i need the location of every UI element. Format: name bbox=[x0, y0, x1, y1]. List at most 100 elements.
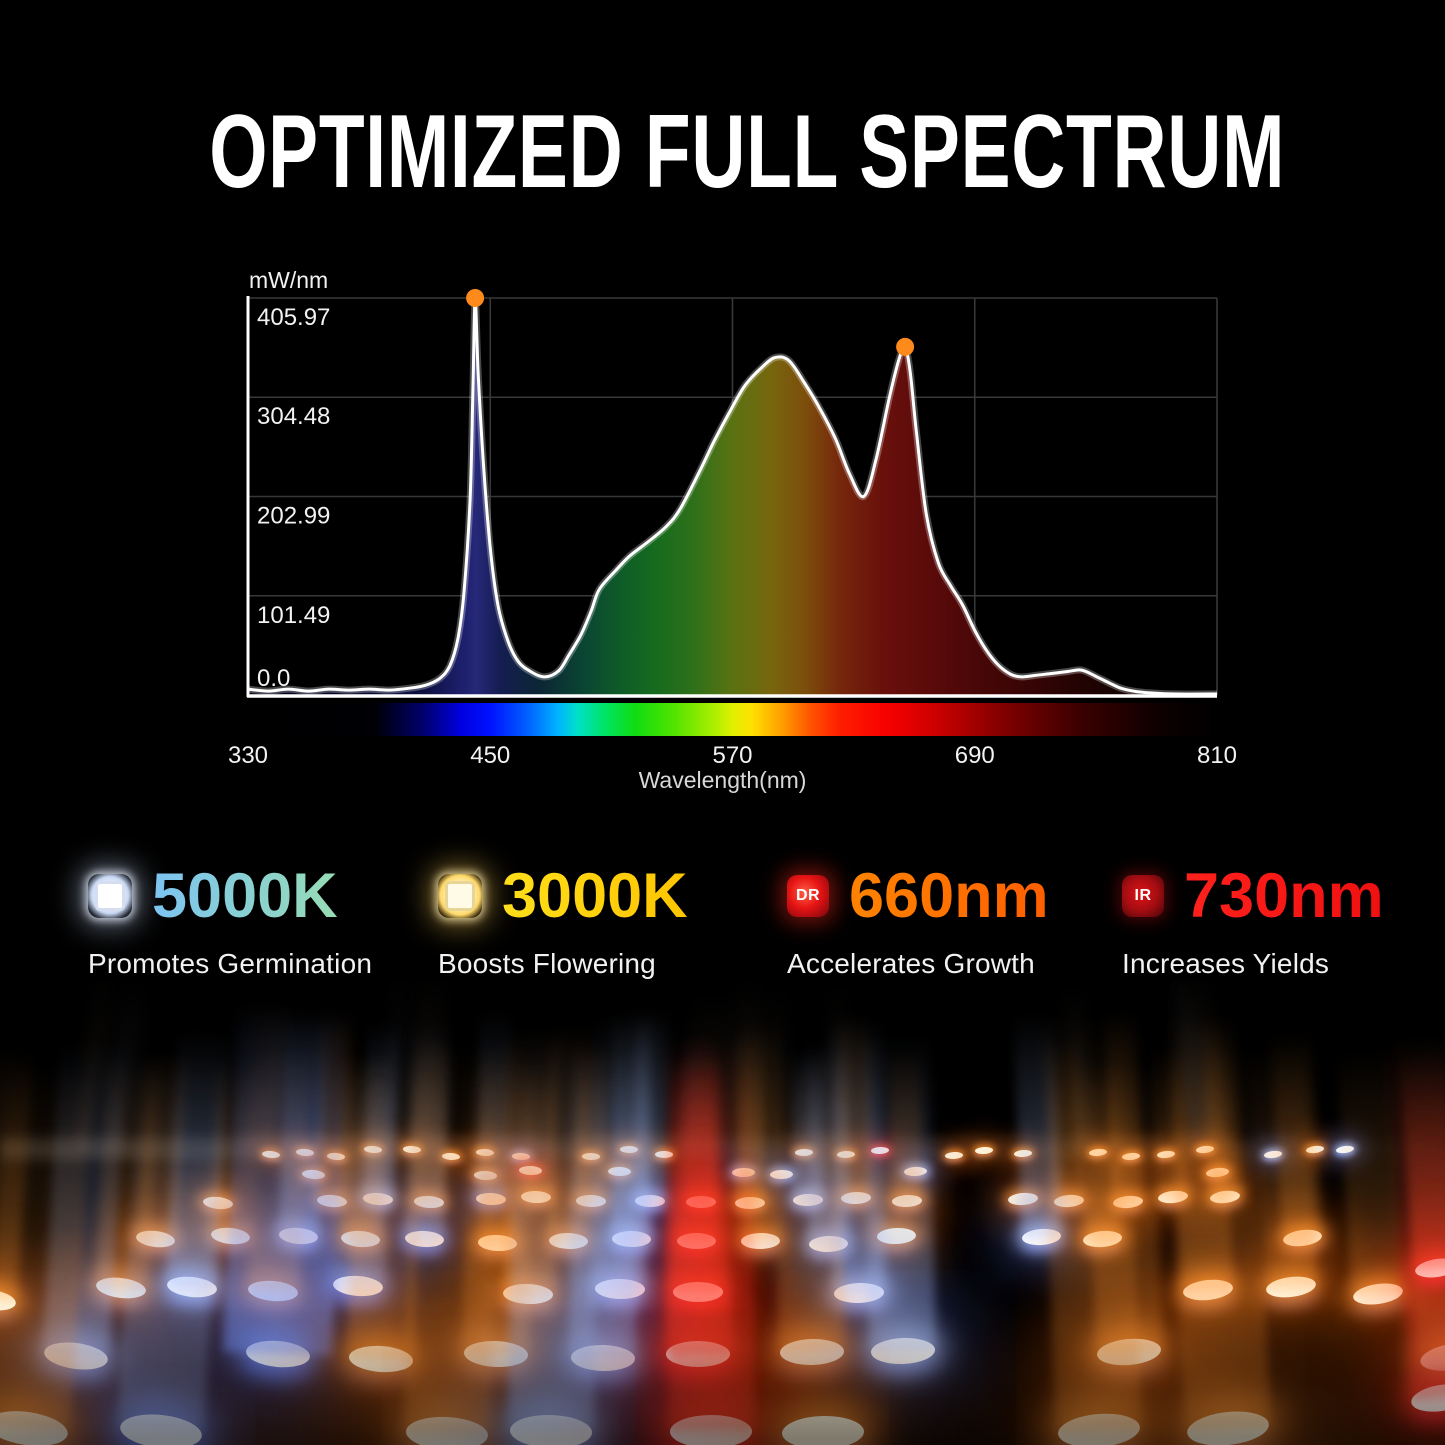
led-dot bbox=[1282, 1227, 1323, 1249]
feature-730nm: IR 730nm Increases Yields bbox=[1122, 861, 1384, 980]
led-dot bbox=[1205, 1167, 1229, 1179]
led-dot bbox=[635, 1194, 666, 1208]
led-dot bbox=[685, 1196, 716, 1209]
led-dot bbox=[1265, 1273, 1318, 1300]
led-dot bbox=[477, 1234, 518, 1252]
led-dot bbox=[135, 1228, 177, 1250]
led-dot bbox=[277, 1226, 319, 1246]
peak-marker-dot bbox=[896, 337, 915, 356]
led-chip bbox=[95, 881, 125, 911]
led-dot bbox=[502, 1282, 554, 1305]
light-haze-streak bbox=[1060, 982, 1096, 1153]
feature-value: 5000K bbox=[152, 861, 338, 931]
led-dot bbox=[904, 1166, 928, 1177]
led-light-beam bbox=[1200, 1008, 1242, 1198]
y-tick-label: 101.49 bbox=[257, 602, 330, 629]
led-dot bbox=[202, 1195, 234, 1211]
led-light-beam bbox=[332, 1049, 393, 1287]
led-dot bbox=[769, 1169, 794, 1180]
led-light-beam bbox=[574, 1037, 609, 1202]
led-light-beam bbox=[862, 1022, 937, 1352]
led-dot bbox=[677, 1233, 717, 1250]
led-light-beam bbox=[223, 990, 347, 1357]
peak-markers bbox=[466, 289, 915, 356]
led-light-beam bbox=[1013, 1004, 1062, 1238]
led-dot bbox=[575, 1194, 606, 1208]
led-dot bbox=[672, 1282, 723, 1303]
y-tick-label: 202.99 bbox=[257, 502, 330, 529]
led-dot bbox=[1008, 1192, 1039, 1207]
led-dot bbox=[1209, 1189, 1241, 1205]
led-dot bbox=[1181, 1277, 1234, 1303]
feature-value: 3000K bbox=[502, 861, 688, 931]
led-dot bbox=[1053, 1193, 1085, 1208]
page-title: OPTIMIZED FULL SPECTRUM bbox=[209, 94, 1286, 210]
wavelength-color-bar bbox=[248, 703, 1217, 736]
x-tick-label: 690 bbox=[955, 742, 995, 769]
spectrum-area-fill bbox=[248, 297, 1217, 695]
led-light-beam bbox=[837, 1006, 872, 1199]
led-light-beam bbox=[246, 1041, 310, 1293]
feature-660nm: DR 660nm Accelerates Growth bbox=[787, 861, 1049, 980]
light-haze-streak bbox=[769, 984, 788, 1153]
light-haze-streak bbox=[673, 1018, 699, 1153]
feature-caption: Increases Yields bbox=[1122, 948, 1330, 979]
led-dot bbox=[1352, 1280, 1405, 1308]
x-tick-label: 450 bbox=[470, 742, 510, 769]
light-haze-streak bbox=[407, 980, 446, 1153]
photo-bottom-vignette bbox=[0, 1305, 1445, 1445]
icon-label: DR bbox=[795, 887, 821, 904]
feature-3000k: 3000K Boosts Flowering bbox=[438, 861, 688, 980]
led-light-beam bbox=[520, 1053, 554, 1197]
light-haze-streak bbox=[101, 980, 148, 1154]
led-light-beam bbox=[0, 1033, 36, 1302]
light-haze-streak bbox=[1172, 980, 1208, 1153]
led-dot bbox=[332, 1274, 385, 1298]
feature-caption: Boosts Flowering bbox=[438, 948, 656, 979]
led-light-beam bbox=[1335, 1038, 1405, 1296]
ir-led-icon: IR bbox=[1122, 875, 1164, 917]
feature-value: 660nm bbox=[849, 861, 1049, 931]
led-dot bbox=[607, 1166, 631, 1176]
led-light-beam bbox=[548, 1016, 592, 1242]
light-haze-streak bbox=[692, 992, 731, 1153]
y-tick-label: 405.97 bbox=[257, 304, 330, 331]
x-tick-label: 810 bbox=[1197, 742, 1237, 769]
feature-value: 730nm bbox=[1184, 861, 1384, 931]
icon-label: IR bbox=[1134, 887, 1152, 904]
led-chip bbox=[445, 881, 475, 911]
x-tick-label: 330 bbox=[228, 742, 268, 769]
x-tick-label: 570 bbox=[712, 742, 752, 769]
peak-marker-dot bbox=[466, 289, 485, 307]
led-light-beam bbox=[887, 1043, 923, 1201]
led-dot bbox=[735, 1197, 766, 1210]
led-dot bbox=[302, 1168, 326, 1180]
led-light-beam bbox=[684, 1024, 717, 1203]
y-axis-unit-label: mW/nm bbox=[249, 267, 328, 293]
axis-labels: mW/nm 405.97 304.48 202.99 101.49 0.0 330 450 57… bbox=[228, 267, 1237, 793]
light-haze-streak bbox=[258, 1002, 291, 1153]
led-light-beam bbox=[1149, 1042, 1189, 1198]
led-dot bbox=[731, 1167, 756, 1178]
board-horizon-glow bbox=[0, 1138, 1445, 1160]
led-dot bbox=[594, 1278, 645, 1300]
led-light-beam bbox=[94, 1047, 161, 1289]
led-dot bbox=[95, 1274, 148, 1301]
deep-red-led-icon: DR bbox=[787, 875, 829, 917]
led-dot bbox=[247, 1279, 299, 1304]
light-haze-streak bbox=[382, 980, 409, 1153]
light-haze-streak bbox=[827, 980, 850, 1153]
led-dot bbox=[876, 1227, 916, 1245]
y-tick-label: 0.0 bbox=[257, 665, 290, 692]
led-dot bbox=[741, 1232, 781, 1250]
led-dot bbox=[793, 1193, 824, 1207]
led-dot bbox=[476, 1192, 507, 1207]
led-board-photo bbox=[0, 980, 1445, 1445]
warm-led-icon bbox=[438, 874, 482, 918]
led-light-beam bbox=[277, 1006, 328, 1237]
led-dot bbox=[548, 1232, 589, 1250]
led-light-beam bbox=[475, 1002, 512, 1200]
y-tick-label: 304.48 bbox=[257, 403, 330, 430]
led-dot bbox=[833, 1282, 885, 1304]
